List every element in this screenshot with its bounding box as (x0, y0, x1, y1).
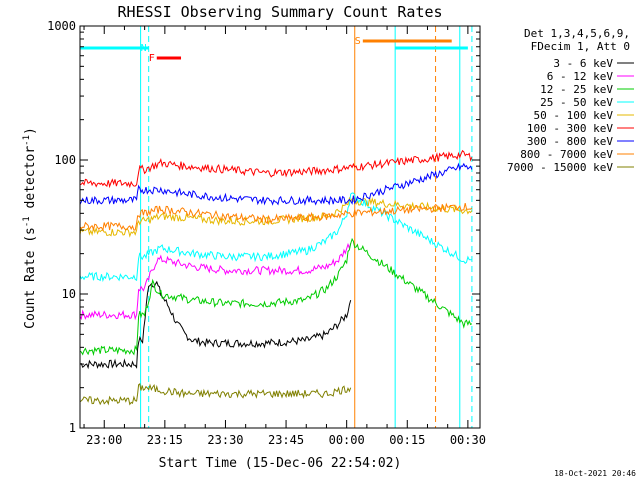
y-tick-label: 100 (54, 153, 76, 167)
y-tick-label: 1000 (47, 19, 76, 33)
series-line (79, 242, 352, 321)
plot-frame (79, 25, 481, 429)
footer-timestamp: 18-Oct-2021 20:46 (554, 469, 636, 478)
legend-label: 50 - 100 keV (534, 109, 614, 122)
series-line (79, 149, 473, 189)
legend-header: Det 1,3,4,5,6,9, (524, 27, 630, 40)
y-axis-label-part: detector (23, 146, 38, 217)
plot-area: NF S (79, 26, 473, 428)
x-tick-label: 00:00 (329, 433, 365, 447)
legend-header: FDecim 1, Att 0 (531, 40, 630, 53)
x-axis: 23:00 23:15 23:30 23:45 00:00 00:15 00:30 (83, 26, 486, 447)
legend-label: 12 - 25 keV (540, 83, 613, 96)
legend-label: 25 - 50 keV (540, 96, 613, 109)
chart-title: RHESSI Observing Summary Count Rates (117, 3, 442, 21)
x-tick-label: 00:15 (389, 433, 425, 447)
x-axis-label: Start Time (15-Dec-06 22:54:02) (159, 456, 402, 471)
series-line (79, 237, 473, 357)
y-axis-label-part: ) (23, 127, 38, 135)
x-tick-label: 23:15 (147, 433, 183, 447)
series-line (79, 192, 472, 283)
y-axis-label-part: Count Rate (s (23, 227, 38, 329)
y-tick-label: 10 (62, 287, 76, 301)
y-axis: 1 10 100 1000 (47, 19, 480, 435)
x-tick-label: 23:30 (207, 433, 243, 447)
x-tick-label: 23:45 (268, 433, 304, 447)
y-axis-label: Count Rate (s-1 detector-1) (22, 127, 38, 329)
flag-label: N (141, 43, 147, 54)
x-tick-label: 00:30 (450, 433, 486, 447)
series-line (79, 196, 473, 238)
series-line (79, 202, 473, 232)
series-line (79, 280, 352, 370)
y-axis-label-sup: -1 (22, 135, 32, 146)
series-line (79, 162, 473, 206)
y-tick-label: 1 (69, 421, 76, 435)
legend-label: 100 - 300 keV (527, 122, 613, 135)
x-tick-label: 23:00 (86, 433, 122, 447)
legend-label: 7000 - 15000 keV (507, 161, 613, 174)
series-line (79, 383, 352, 406)
y-axis-label-sup: -1 (22, 216, 32, 227)
legend-label: 3 - 6 keV (553, 57, 613, 70)
legend-label: 6 - 12 keV (547, 70, 614, 83)
flag-label: F (149, 53, 155, 64)
legend-label: 800 - 7000 keV (520, 148, 613, 161)
legend-label: 300 - 800 keV (527, 135, 613, 148)
legend: Det 1,3,4,5,6,9,FDecim 1, Att 0 3 - 6 keV… (507, 27, 634, 174)
flag-label: S (355, 36, 361, 47)
